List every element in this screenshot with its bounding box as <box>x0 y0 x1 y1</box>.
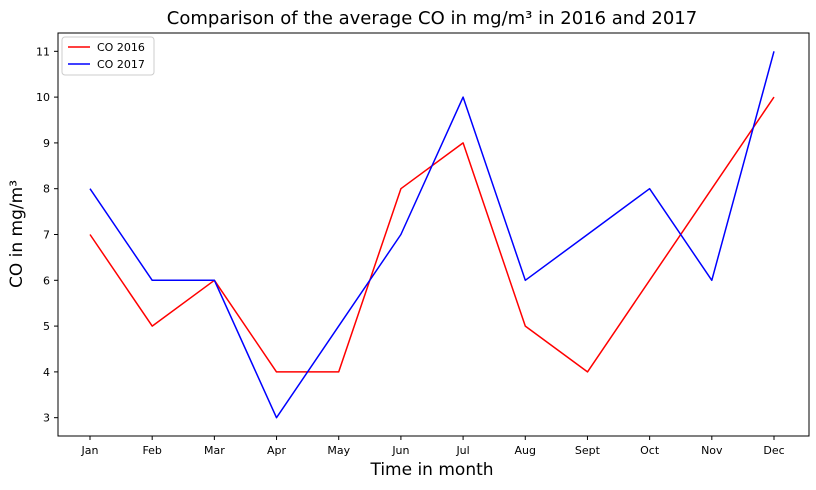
x-tick-label: Nov <box>701 444 723 457</box>
legend-label: CO 2016 <box>97 41 145 54</box>
series-lines <box>89 51 775 419</box>
y-tick-label: 10 <box>36 91 50 104</box>
y-tick-label: 3 <box>43 412 50 425</box>
x-tick-label: May <box>327 444 350 457</box>
y-tick-label: 8 <box>43 183 50 196</box>
x-tick-label: Feb <box>142 444 161 457</box>
x-tick-label: Jul <box>455 444 469 457</box>
legend: CO 2016 CO 2017 <box>61 36 155 76</box>
y-tick-label: 6 <box>43 274 50 287</box>
x-tick-label: Mar <box>204 444 225 457</box>
chart-title: Comparison of the average CO in mg/m³ in… <box>167 8 697 29</box>
y-tick-label: 11 <box>36 45 50 58</box>
x-axis: Jan Feb Mar Apr May Jun Jul Aug Sept Oct Nov Dec <box>81 436 785 457</box>
series-line-co-2017 <box>89 51 775 419</box>
y-axis: 3 4 5 6 7 8 9 10 11 <box>36 45 58 425</box>
x-tick-label: Oct <box>640 444 660 457</box>
y-tick-label: 4 <box>43 366 50 379</box>
y-tick-label: 5 <box>43 320 50 333</box>
x-axis-title: Time in month <box>369 460 493 480</box>
y-tick-label: 7 <box>43 229 50 242</box>
y-tick-label: 9 <box>43 137 50 150</box>
plot-area <box>57 32 810 437</box>
x-tick-label: Aug <box>515 444 536 457</box>
x-tick-label: Apr <box>267 444 287 457</box>
series-line-co-2016 <box>89 96 775 373</box>
x-tick-label: Jan <box>81 444 99 457</box>
legend-label: CO 2017 <box>97 58 145 71</box>
x-tick-label: Sept <box>575 444 601 457</box>
y-axis-title: CO in mg/m³ <box>7 180 27 288</box>
x-tick-label: Jun <box>391 444 409 457</box>
x-tick-label: Dec <box>763 444 784 457</box>
